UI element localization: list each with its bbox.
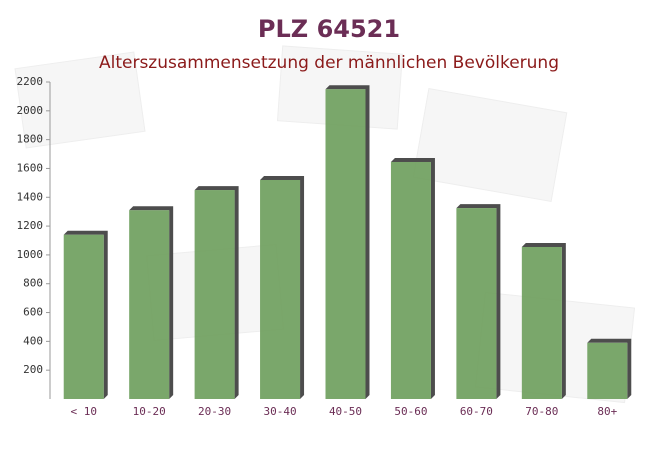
x-tick-label: 70-80 (525, 405, 558, 418)
x-tick-label: 60-70 (460, 405, 493, 418)
y-tick-label: 200 (23, 363, 43, 376)
y-tick-label: 800 (23, 277, 43, 290)
y-tick-label: 1600 (17, 161, 44, 174)
y-tick-label: 600 (23, 306, 43, 319)
bar (521, 246, 562, 399)
x-tick-label: 80+ (597, 405, 617, 418)
bar (129, 210, 170, 399)
bar (456, 208, 497, 399)
bar (587, 342, 628, 399)
bar (260, 179, 301, 399)
y-tick-label: 1200 (17, 219, 44, 232)
x-tick-label: 10-20 (133, 405, 166, 418)
x-tick-label: 30-40 (263, 405, 296, 418)
bar (390, 161, 431, 399)
y-tick-label: 1800 (17, 133, 44, 146)
bar (325, 89, 366, 400)
y-tick-label: 400 (23, 334, 43, 347)
y-tick-label: 2000 (17, 104, 44, 117)
x-tick-label: 50-60 (394, 405, 427, 418)
chart-subtitle: Alterszusammensetzung der männlichen Bev… (99, 53, 559, 73)
y-tick-label: 1000 (17, 248, 44, 261)
x-tick-label: 20-30 (198, 405, 231, 418)
bar (194, 190, 235, 399)
chart-title: PLZ 64521 (258, 15, 400, 43)
y-tick-label: 2200 (17, 75, 44, 88)
bar (63, 234, 104, 399)
x-tick-label: < 10 (70, 405, 97, 418)
x-tick-label: 40-50 (329, 405, 362, 418)
y-tick-label: 1400 (17, 190, 44, 203)
